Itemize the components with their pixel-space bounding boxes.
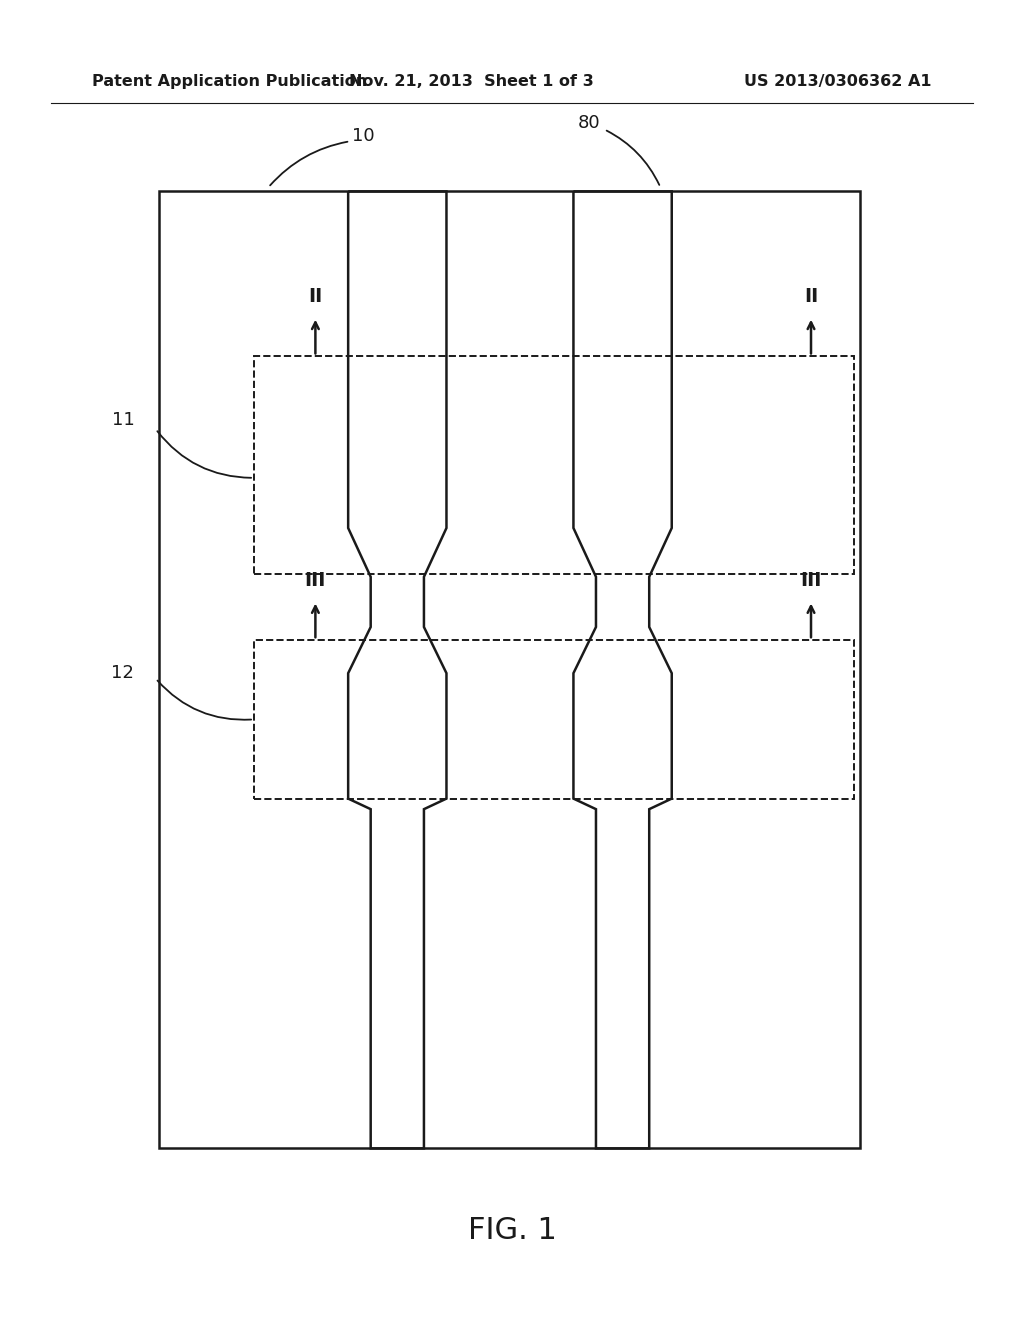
Text: Nov. 21, 2013  Sheet 1 of 3: Nov. 21, 2013 Sheet 1 of 3 [348, 74, 594, 90]
Text: II: II [804, 288, 818, 306]
Text: II: II [308, 288, 323, 306]
Text: FIG. 1: FIG. 1 [468, 1216, 556, 1245]
Text: 80: 80 [578, 114, 600, 132]
Text: III: III [801, 572, 821, 590]
Text: Patent Application Publication: Patent Application Publication [92, 74, 368, 90]
Text: 11: 11 [112, 411, 134, 429]
Bar [254, 640, 854, 799]
Bar [254, 356, 854, 574]
Text: III: III [305, 572, 326, 590]
Bar [159, 191, 860, 1148]
Text: 10: 10 [352, 127, 375, 145]
Text: 12: 12 [112, 664, 134, 682]
Text: US 2013/0306362 A1: US 2013/0306362 A1 [744, 74, 932, 90]
